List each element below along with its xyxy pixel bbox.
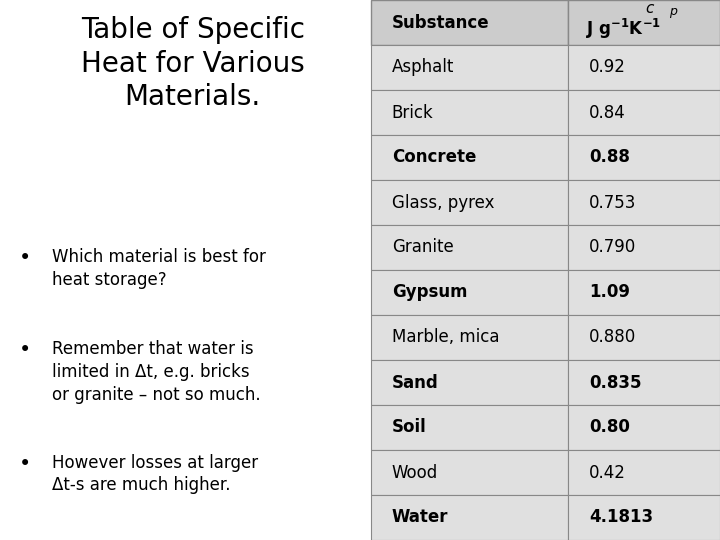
Text: Soil: Soil [392,418,426,436]
Text: 0.835: 0.835 [589,374,642,391]
Text: Asphalt: Asphalt [392,58,454,77]
Text: 0.880: 0.880 [589,328,636,347]
Text: $\mathit{c}$: $\mathit{c}$ [645,1,655,16]
Bar [568,0,720,45]
Text: Wood: Wood [392,463,438,482]
Text: Substance: Substance [392,14,490,31]
Text: •: • [19,340,31,360]
Text: 0.42: 0.42 [589,463,626,482]
Text: Glass, pyrex: Glass, pyrex [392,193,494,212]
Text: However losses at larger
Δt-s are much higher.: However losses at larger Δt-s are much h… [52,454,258,495]
Bar [371,270,568,315]
Text: •: • [19,454,31,474]
Text: 4.1813: 4.1813 [589,509,653,526]
Text: Granite: Granite [392,239,454,256]
Bar [568,90,720,135]
Bar [371,315,568,360]
Text: •: • [19,248,31,268]
Bar [568,360,720,405]
Text: 0.790: 0.790 [589,239,636,256]
Bar [568,270,720,315]
Bar [568,180,720,225]
Bar [568,45,720,90]
Text: $\mathit{p}$: $\mathit{p}$ [670,6,679,20]
Text: Brick: Brick [392,104,433,122]
Text: 0.92: 0.92 [589,58,626,77]
Bar [371,360,568,405]
Bar [371,135,568,180]
Text: Gypsum: Gypsum [392,284,467,301]
Text: 0.84: 0.84 [589,104,626,122]
Bar [371,405,568,450]
Bar [371,225,568,270]
Bar [371,495,568,540]
Text: $\mathbf{J\ g^{-1}K^{-1}}$: $\mathbf{J\ g^{-1}K^{-1}}$ [585,17,660,41]
Bar [371,45,568,90]
Text: Concrete: Concrete [392,148,476,166]
Bar [568,450,720,495]
Text: 1.09: 1.09 [589,284,630,301]
Text: Table of Specific
Heat for Various
Materials.: Table of Specific Heat for Various Mater… [81,16,305,111]
Text: 0.753: 0.753 [589,193,636,212]
Bar [371,0,568,45]
Text: Remember that water is
limited in Δt, e.g. bricks
or granite – not so much.: Remember that water is limited in Δt, e.… [52,340,261,404]
Bar [568,315,720,360]
Text: 0.80: 0.80 [589,418,630,436]
Text: Marble, mica: Marble, mica [392,328,499,347]
Bar [568,225,720,270]
Bar [371,450,568,495]
Bar [371,180,568,225]
Text: 0.88: 0.88 [589,148,630,166]
Text: Water: Water [392,509,449,526]
Bar [568,405,720,450]
Bar [568,495,720,540]
Text: Sand: Sand [392,374,438,391]
Text: Which material is best for
heat storage?: Which material is best for heat storage? [52,248,266,289]
Bar [568,135,720,180]
Bar [371,90,568,135]
